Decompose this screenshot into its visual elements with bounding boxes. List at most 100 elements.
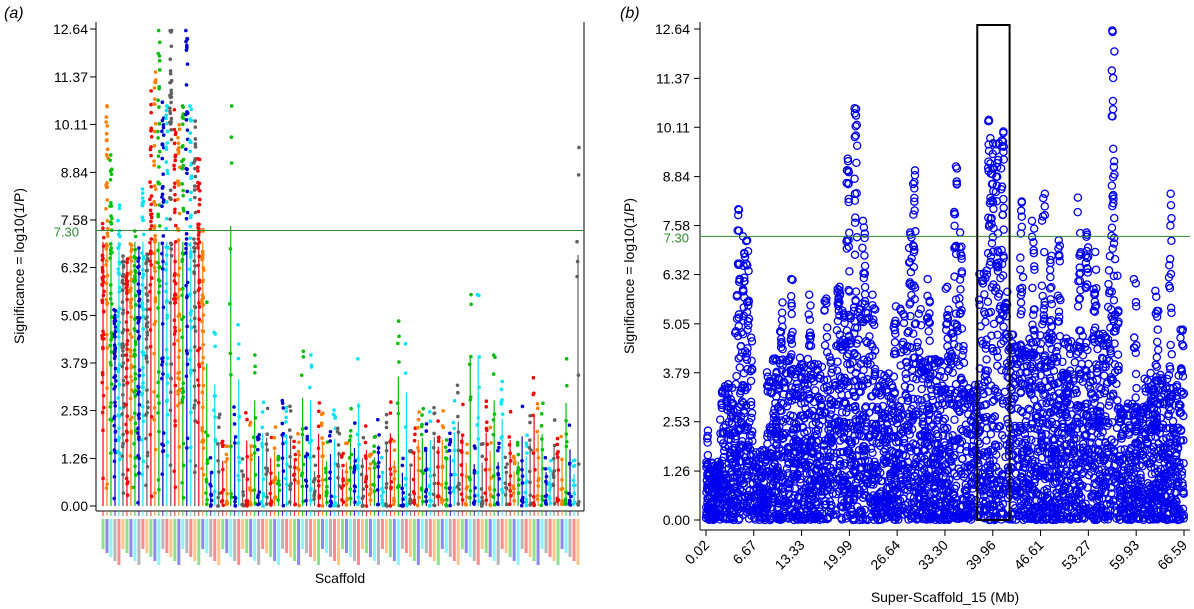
gwas-point xyxy=(428,484,432,488)
gwas-point xyxy=(105,139,109,143)
gwas-point xyxy=(157,370,161,374)
gwas-point xyxy=(404,371,408,375)
gwas-point xyxy=(464,502,468,506)
gwas-point xyxy=(109,451,113,455)
gwas-point xyxy=(193,317,197,321)
gwas-point xyxy=(237,478,241,482)
gwas-point xyxy=(285,406,289,410)
gwas-point xyxy=(456,415,460,419)
gwas-point xyxy=(448,504,452,508)
gwas-point xyxy=(189,190,193,194)
scaffold-tick-label xyxy=(533,519,536,561)
gwas-point xyxy=(556,437,560,441)
gwas-point xyxy=(225,457,229,461)
gwas-point xyxy=(508,483,512,487)
gwas-point xyxy=(141,373,145,377)
gwas-point xyxy=(441,426,445,430)
gwas-point xyxy=(372,460,376,464)
gwas-point xyxy=(309,489,313,493)
gwas-point xyxy=(169,101,173,105)
gwas-point xyxy=(416,426,420,430)
gwas-point xyxy=(404,342,408,346)
gwas-point xyxy=(572,502,576,506)
gwas-point xyxy=(106,227,110,231)
gwas-point xyxy=(157,401,161,405)
gwas-point xyxy=(508,443,512,447)
gwas-point xyxy=(134,377,138,381)
gwas-point xyxy=(460,492,464,496)
gwas-point xyxy=(361,504,365,508)
gwas-point xyxy=(101,429,105,433)
gwas-point xyxy=(185,190,189,194)
gwas-point xyxy=(193,264,197,268)
gwas-point xyxy=(108,158,112,162)
gwas-point xyxy=(126,280,130,284)
gwas-point xyxy=(305,435,309,439)
gwas-point xyxy=(164,262,168,266)
gwas-point xyxy=(149,263,153,267)
gwas-point xyxy=(400,487,404,491)
gwas-point xyxy=(320,421,324,425)
gwas-point xyxy=(168,57,172,61)
gwas-point xyxy=(133,353,137,357)
gwas-point xyxy=(473,446,477,450)
gwas-point xyxy=(345,503,349,507)
gwas-point xyxy=(405,504,409,508)
gwas-point xyxy=(120,412,124,416)
gwas-point xyxy=(253,365,257,369)
gwas-point xyxy=(220,441,224,445)
gwas-point xyxy=(153,86,157,90)
gwas-point xyxy=(356,495,360,499)
gwas-point xyxy=(169,112,173,116)
gwas-point xyxy=(372,444,376,448)
gwas-point xyxy=(134,303,138,307)
gwas-point xyxy=(168,217,172,221)
gwas-point xyxy=(441,409,445,413)
gwas-point xyxy=(197,237,201,241)
scaffold-tick-label xyxy=(225,519,228,553)
gwas-point xyxy=(181,105,185,109)
gwas-point xyxy=(188,236,192,240)
gwas-point xyxy=(105,482,109,486)
gwas-point xyxy=(177,371,181,375)
gwas-point xyxy=(169,89,173,93)
gwas-point xyxy=(544,499,548,503)
gwas-point xyxy=(129,355,133,359)
gwas-point xyxy=(121,349,125,353)
gwas-point xyxy=(105,302,109,306)
panel-a-y-tick-label: 3.79 xyxy=(61,355,88,371)
gwas-point xyxy=(481,499,485,503)
gwas-point xyxy=(124,286,128,290)
gwas-point xyxy=(118,243,122,247)
gwas-point xyxy=(154,296,158,300)
gwas-point xyxy=(136,427,140,431)
gwas-point xyxy=(181,122,185,126)
gwas-point xyxy=(278,488,282,492)
snp-point xyxy=(1071,359,1078,366)
gwas-point xyxy=(161,185,165,189)
gwas-point xyxy=(281,401,285,405)
gwas-point xyxy=(404,477,408,481)
scaffold-tick-label xyxy=(357,519,360,565)
snp-point xyxy=(918,385,925,392)
snp-point xyxy=(959,352,966,359)
gwas-point xyxy=(152,390,156,394)
scaffold-tick-label xyxy=(313,519,316,561)
gwas-point xyxy=(353,489,357,493)
gwas-point xyxy=(449,473,453,477)
gwas-point xyxy=(565,357,569,361)
gwas-point xyxy=(185,446,189,450)
gwas-point xyxy=(170,44,174,48)
gwas-point xyxy=(284,440,288,444)
gwas-point xyxy=(152,352,156,356)
gwas-point xyxy=(190,309,194,313)
gwas-point xyxy=(496,493,500,497)
gwas-point xyxy=(349,407,353,411)
scaffold-tick-label xyxy=(145,519,148,553)
gwas-point xyxy=(217,470,221,474)
scaffold-tick-label xyxy=(381,519,384,549)
gwas-point xyxy=(129,255,133,259)
gwas-point xyxy=(100,381,104,385)
gwas-point xyxy=(166,454,170,458)
gwas-point xyxy=(157,266,161,270)
